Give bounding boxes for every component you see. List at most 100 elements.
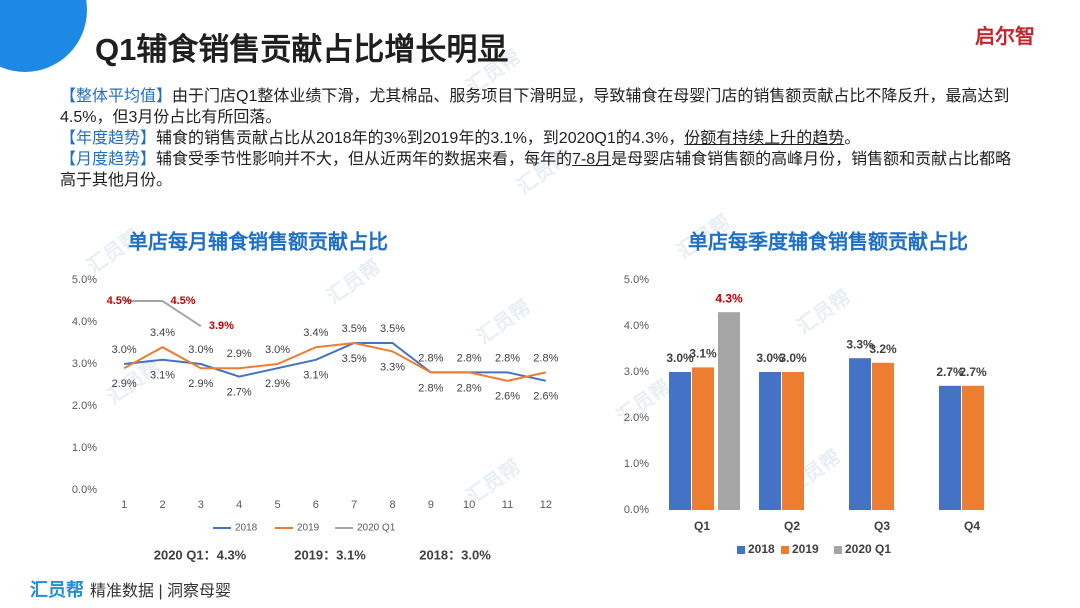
text: 辅食受季节性影响并不大，但从近两年的数据来看，每年的 <box>156 151 573 168</box>
x-tick-label: 5 <box>274 499 280 511</box>
y-tick-label: 0.0% <box>624 504 649 516</box>
value-label: 4.5% <box>171 295 196 307</box>
line <box>124 342 547 382</box>
y-tick-label: 5.0% <box>624 274 649 286</box>
value-label: 3.5% <box>342 353 367 365</box>
value-label: 2.8% <box>457 352 482 364</box>
legend-label: 2020 Q1 <box>845 542 891 556</box>
value-label: 3.0% <box>188 344 213 356</box>
brand: 汇员帮 <box>30 580 84 600</box>
x-tick-label: Q1 <box>694 519 710 533</box>
bar <box>718 312 740 510</box>
y-tick-label: 2.0% <box>624 412 649 424</box>
value-label: 2.6% <box>533 391 558 403</box>
y-tick-label: 2.0% <box>72 400 97 412</box>
value-label: 3.9% <box>209 320 234 332</box>
tag: 【整体平均值】 <box>60 88 173 105</box>
text: 辅食的销售贡献占比从2018年的3%到2019年的3.1%，到2020Q1的4.… <box>156 130 685 147</box>
tag: 【月度趋势】 <box>60 151 157 168</box>
y-tick-label: 1.0% <box>72 442 97 454</box>
value-label: 2.8% <box>533 352 558 364</box>
value-label: 3.0% <box>779 351 807 365</box>
value-label: 2.8% <box>418 382 443 394</box>
value-label: 3.1% <box>303 370 328 382</box>
value-label: 3.5% <box>342 323 367 335</box>
tag: 【年度趋势】 <box>60 130 157 147</box>
logo: 启尔智 <box>975 26 1035 48</box>
legend-label: 2019 <box>297 523 320 534</box>
x-tick-label: 3 <box>198 499 204 511</box>
chart-title: 单店每月辅食销售额贡献占比 <box>128 229 388 253</box>
line <box>124 300 202 328</box>
watermark: 汇员帮 <box>472 294 535 348</box>
x-tick-label: 1 <box>121 499 127 511</box>
bar <box>939 385 961 510</box>
y-tick-label: 0.0% <box>72 484 97 496</box>
value-label: 3.2% <box>869 342 897 356</box>
value-label: 2.8% <box>457 382 482 394</box>
value-label: 2.7% <box>959 365 987 379</box>
value-label: 3.0% <box>756 351 784 365</box>
value-label: 3.4% <box>303 327 328 339</box>
x-tick-label: 8 <box>389 499 395 511</box>
value-label: 2.7% <box>227 387 252 399</box>
value-label: 3.1% <box>689 347 717 361</box>
value-label: 3.5% <box>380 323 405 335</box>
legend-swatch <box>834 546 842 554</box>
chart-title: 单店每季度辅食销售额贡献占比 <box>688 229 968 253</box>
x-tick-label: Q4 <box>964 519 980 533</box>
y-tick-label: 3.0% <box>624 366 649 378</box>
slogan: 精准数据 | 洞察母婴 <box>90 583 232 600</box>
bar <box>669 372 691 510</box>
x-tick-label: 12 <box>540 499 552 511</box>
value-label: 2.6% <box>495 391 520 403</box>
x-tick-label: 2 <box>159 499 165 511</box>
value-label: 4.3% <box>715 291 743 305</box>
value-label: 2.7% <box>936 365 964 379</box>
value-label: 2.9% <box>265 378 290 390</box>
y-tick-label: 4.0% <box>72 316 97 328</box>
value-label: 3.4% <box>150 327 175 339</box>
value-label: 3.0% <box>666 351 694 365</box>
bar <box>782 372 804 510</box>
legend-swatch <box>781 546 789 554</box>
legend-swatch <box>737 546 745 554</box>
value-label: 3.3% <box>846 337 874 351</box>
x-tick-label: 9 <box>428 499 434 511</box>
legend-label: 2018 <box>748 542 775 556</box>
x-tick-label: 11 <box>502 499 513 511</box>
paragraph: 【年度趋势】辅食的销售贡献占比从2018年的3%到2019年的3.1%，到202… <box>60 128 1020 149</box>
bar <box>872 362 894 510</box>
annotation: 2018：3.0% <box>419 547 491 562</box>
watermark: 汇员帮 <box>792 284 855 338</box>
y-tick-label: 3.0% <box>72 358 97 370</box>
bar <box>962 385 984 510</box>
x-tick-label: Q3 <box>874 519 890 533</box>
text: 份额有持续上升的趋势 <box>684 130 845 147</box>
legend-label: 2019 <box>792 542 819 556</box>
footer: 汇员帮 精准数据 | 洞察母婴 <box>30 576 231 602</box>
bar <box>759 372 781 510</box>
x-tick-label: 4 <box>236 499 242 511</box>
y-tick-label: 5.0% <box>72 274 97 286</box>
legend-label: 2018 <box>235 523 258 534</box>
annotation: 2020 Q1：4.3% <box>154 547 247 562</box>
value-label: 3.1% <box>150 370 175 382</box>
value-label: 2.8% <box>495 352 520 364</box>
paragraph: 【整体平均值】由于门店Q1整体业绩下滑，尤其棉品、服务项目下滑明显，导致辅食在母… <box>60 86 1020 128</box>
annotation: 2019：3.1% <box>294 547 366 562</box>
x-tick-label: 6 <box>313 499 319 511</box>
text: 是母婴店辅食销售额的高峰月份，销售额和贡献占比都略高于其他月份。 <box>60 151 1012 189</box>
x-tick-label: 7 <box>351 499 357 511</box>
bar <box>849 358 871 510</box>
x-tick-label: Q2 <box>784 519 800 533</box>
value-label: 2.9% <box>112 378 137 390</box>
value-label: 2.9% <box>227 348 252 360</box>
paragraphs: 【整体平均值】由于门店Q1整体业绩下滑，尤其棉品、服务项目下滑明显，导致辅食在母… <box>60 86 1020 191</box>
corner-circle <box>0 0 87 72</box>
value-label: 2.8% <box>418 352 443 364</box>
value-label: 3.0% <box>112 344 137 356</box>
value-label: 2.9% <box>188 378 213 390</box>
slide-title: Q1辅食销售贡献占比增长明显 <box>95 32 509 67</box>
